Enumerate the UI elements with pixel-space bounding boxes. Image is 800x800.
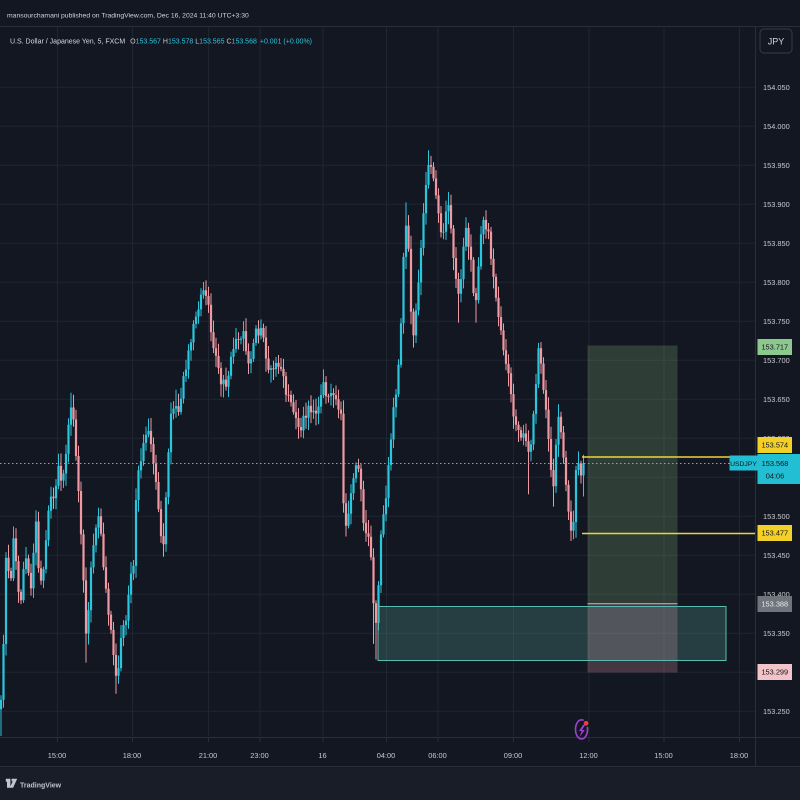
svg-text:JPY: JPY (768, 37, 785, 47)
svg-text:04:06: 04:06 (766, 472, 785, 481)
svg-text:23:00: 23:00 (250, 751, 269, 760)
svg-text:153.350: 153.350 (763, 629, 790, 638)
svg-text:06:00: 06:00 (428, 751, 447, 760)
svg-text:153.717: 153.717 (761, 343, 788, 352)
svg-text:154.000: 154.000 (763, 122, 790, 131)
svg-text:153.400: 153.400 (763, 590, 790, 599)
svg-text:15:00: 15:00 (654, 751, 673, 760)
svg-text:153.950: 153.950 (763, 161, 790, 170)
svg-text:153.250: 153.250 (763, 707, 790, 716)
svg-text:153.750: 153.750 (763, 317, 790, 326)
svg-text:153.388: 153.388 (761, 600, 788, 609)
svg-text:153.477: 153.477 (761, 529, 788, 538)
svg-text:153.574: 153.574 (761, 441, 788, 450)
svg-text:154.050: 154.050 (763, 83, 790, 92)
svg-text:153.900: 153.900 (763, 200, 790, 209)
svg-text:153.568: 153.568 (762, 459, 789, 468)
svg-text:153.850: 153.850 (763, 239, 790, 248)
svg-text:09:00: 09:00 (504, 751, 523, 760)
svg-text:21:00: 21:00 (199, 751, 218, 760)
svg-text:16: 16 (318, 751, 326, 760)
svg-text:18:00: 18:00 (730, 751, 749, 760)
svg-text:TradingView: TradingView (20, 783, 62, 790)
svg-text:04:00: 04:00 (377, 751, 396, 760)
svg-text:153.700: 153.700 (763, 356, 790, 365)
svg-text:12:00: 12:00 (579, 751, 598, 760)
svg-text:153.299: 153.299 (761, 668, 788, 677)
svg-text:153.450: 153.450 (763, 551, 790, 560)
svg-text:15:00: 15:00 (48, 751, 67, 760)
svg-text:153.500: 153.500 (763, 512, 790, 521)
svg-text:153.800: 153.800 (763, 278, 790, 287)
svg-text:18:00: 18:00 (123, 751, 142, 760)
svg-text:mansourchamani published on Tr: mansourchamani published on TradingView.… (7, 13, 249, 20)
svg-text:USDJPY: USDJPY (730, 461, 757, 468)
svg-text:153.650: 153.650 (763, 395, 790, 404)
